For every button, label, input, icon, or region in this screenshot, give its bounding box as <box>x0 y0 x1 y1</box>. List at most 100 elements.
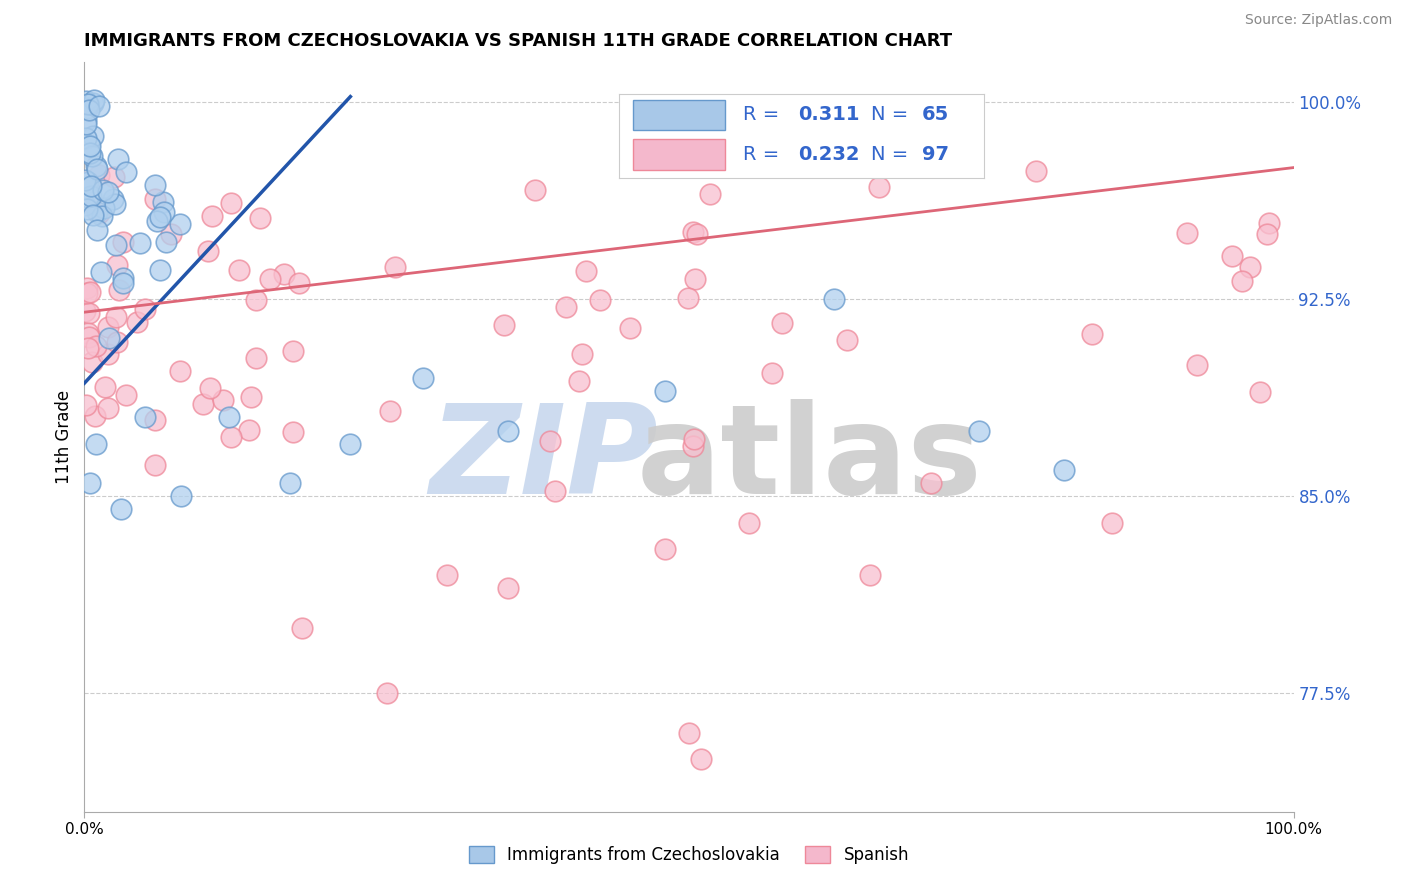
Point <box>76 190 98 204</box>
Point <box>105 258 128 272</box>
Point <box>1025 164 1047 178</box>
Legend: Immigrants from Czechoslovakia, Spanish: Immigrants from Czechoslovakia, Spanish <box>463 839 915 871</box>
Text: 97: 97 <box>922 145 949 164</box>
Point <box>114 165 136 179</box>
Point <box>575 264 598 278</box>
Point <box>87 206 110 220</box>
Point <box>76 202 98 217</box>
Point <box>967 424 990 438</box>
Point <box>249 211 271 225</box>
Point <box>218 410 240 425</box>
Point <box>86 436 108 450</box>
Point <box>678 726 700 740</box>
Point <box>288 277 311 291</box>
Point <box>868 179 890 194</box>
Point <box>149 210 172 224</box>
Point <box>76 101 98 115</box>
Text: 0.311: 0.311 <box>797 105 859 124</box>
Point <box>212 392 235 407</box>
Point <box>110 502 132 516</box>
Point <box>82 128 104 143</box>
Point <box>859 568 882 582</box>
Point <box>149 263 172 277</box>
Point <box>1258 216 1281 230</box>
Text: ZIP: ZIP <box>429 399 658 520</box>
Point <box>384 260 406 275</box>
Point <box>75 113 97 128</box>
Text: 0.232: 0.232 <box>797 145 859 164</box>
Point <box>77 341 100 355</box>
Point <box>86 162 108 177</box>
Point <box>84 339 107 353</box>
Point <box>654 541 676 556</box>
Point <box>79 145 101 160</box>
Point <box>97 319 120 334</box>
Point <box>97 331 120 345</box>
Point <box>159 227 181 241</box>
Point <box>93 201 115 215</box>
Point <box>228 263 250 277</box>
Point <box>134 302 156 317</box>
Point <box>654 384 676 398</box>
Point <box>436 568 458 582</box>
Point <box>76 175 98 189</box>
Point <box>761 366 783 380</box>
Point <box>589 293 612 308</box>
Point <box>104 238 127 252</box>
Point <box>94 380 117 394</box>
Point <box>145 214 167 228</box>
Point <box>245 351 267 365</box>
Point <box>111 235 134 249</box>
Point <box>770 316 793 330</box>
Point <box>1053 463 1076 477</box>
Point <box>89 99 111 113</box>
Point <box>73 198 96 212</box>
Point <box>80 355 103 369</box>
Point <box>699 186 721 201</box>
Point <box>219 195 242 210</box>
Point <box>115 388 138 402</box>
Point <box>1249 384 1271 399</box>
Point <box>134 410 156 425</box>
Point <box>143 192 166 206</box>
Point <box>75 117 97 131</box>
Point <box>75 175 97 189</box>
Point <box>75 397 97 411</box>
Point <box>104 197 127 211</box>
Point <box>79 285 101 299</box>
Point <box>169 217 191 231</box>
Point <box>80 178 103 193</box>
Point <box>676 291 699 305</box>
Point <box>169 364 191 378</box>
Point <box>125 315 148 329</box>
Point <box>155 235 177 250</box>
Point <box>170 489 193 503</box>
Point <box>111 270 134 285</box>
Point <box>281 343 304 358</box>
Point <box>73 303 96 318</box>
Point <box>245 293 267 307</box>
Point <box>90 209 112 223</box>
Point <box>571 347 593 361</box>
Point <box>75 131 97 145</box>
Point <box>75 94 97 108</box>
Point <box>84 159 107 173</box>
Point <box>76 286 98 301</box>
Point <box>496 424 519 438</box>
Point <box>568 374 591 388</box>
Point <box>152 195 174 210</box>
Point <box>103 192 125 206</box>
Point <box>79 476 101 491</box>
Point <box>80 189 103 203</box>
Point <box>143 178 166 192</box>
Point <box>97 347 120 361</box>
Point <box>412 371 434 385</box>
Point <box>83 409 105 423</box>
Point <box>543 483 565 498</box>
Point <box>219 430 242 444</box>
Point <box>82 208 104 222</box>
Point <box>77 103 100 117</box>
Point <box>1256 227 1278 241</box>
Point <box>76 97 98 112</box>
Point <box>83 94 105 108</box>
